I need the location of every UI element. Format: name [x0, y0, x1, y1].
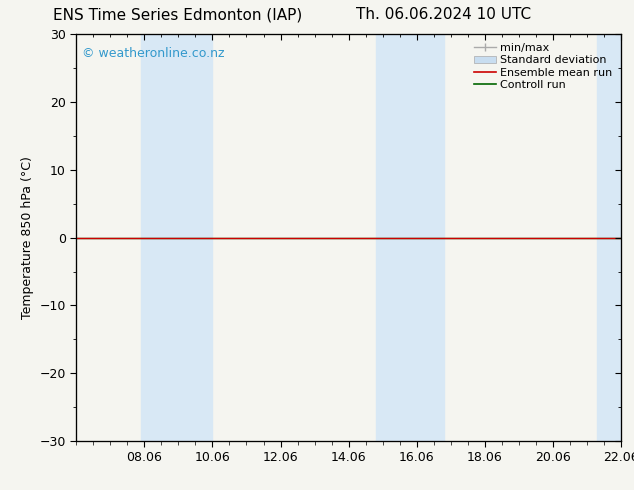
Legend: min/max, Standard deviation, Ensemble mean run, Controll run: min/max, Standard deviation, Ensemble me…	[470, 40, 616, 93]
Y-axis label: Temperature 850 hPa (°C): Temperature 850 hPa (°C)	[21, 156, 34, 319]
Bar	[597, 34, 621, 441]
Text: Th. 06.06.2024 10 UTC: Th. 06.06.2024 10 UTC	[356, 7, 531, 23]
Bar	[141, 34, 161, 441]
Text: © weatheronline.co.nz: © weatheronline.co.nz	[82, 47, 224, 59]
Bar	[376, 34, 410, 441]
Bar	[161, 34, 212, 441]
Text: ENS Time Series Edmonton (IAP): ENS Time Series Edmonton (IAP)	[53, 7, 302, 23]
Bar	[410, 34, 444, 441]
